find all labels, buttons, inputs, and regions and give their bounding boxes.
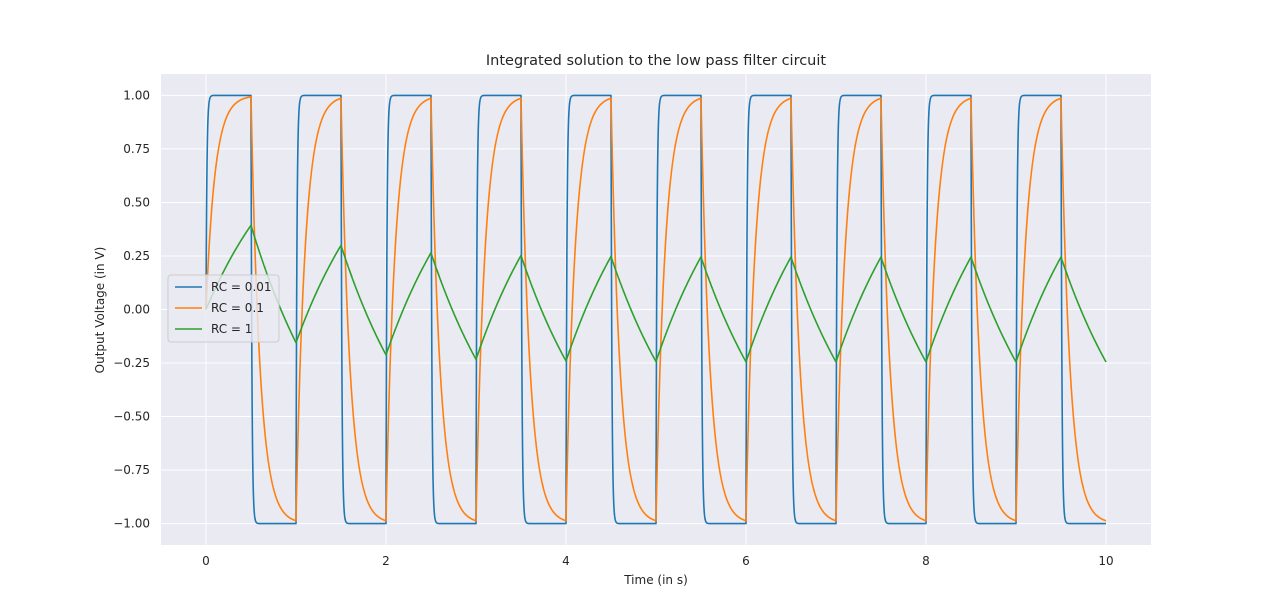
x-tick-labels: 0 2 4 6 8 10 [202,554,1113,568]
y-tick-label: −0.25 [113,356,150,370]
legend: RC = 0.01 RC = 0.1 RC = 1 [167,274,280,343]
y-tick-label: −0.75 [113,463,150,477]
x-tick-label: 8 [922,554,930,568]
x-axis-label: Time (in s) [623,573,688,587]
y-tick-label: 1.00 [123,88,150,102]
legend-label: RC = 0.1 [211,301,264,315]
y-tick-label: 0.75 [123,142,150,156]
x-tick-label: 10 [1098,554,1113,568]
series-line [205,224,1107,363]
series-line [205,94,1107,525]
series-lines [205,94,1107,525]
legend-box [167,274,280,343]
y-tick-label: −0.50 [113,410,150,424]
x-tick-label: 2 [382,554,390,568]
series-line [205,96,1107,522]
legend-label: RC = 1 [211,322,252,336]
y-tick-label: 0.25 [123,249,150,263]
x-tick-label: 0 [202,554,210,568]
y-tick-labels: −1.00 −0.75 −0.50 −0.25 0.00 0.25 0.50 0.75 1.00 [113,88,150,530]
y-tick-label: −1.00 [113,517,150,531]
x-tick-label: 6 [742,554,750,568]
y-axis-label: Output Voltage (in V) [93,247,107,374]
y-tick-label: 0.00 [123,303,150,317]
y-tick-label: 0.50 [123,195,150,209]
x-tick-label: 4 [562,554,570,568]
legend-label: RC = 0.01 [211,280,272,294]
chart-title: Integrated solution to the low pass filt… [486,53,826,69]
